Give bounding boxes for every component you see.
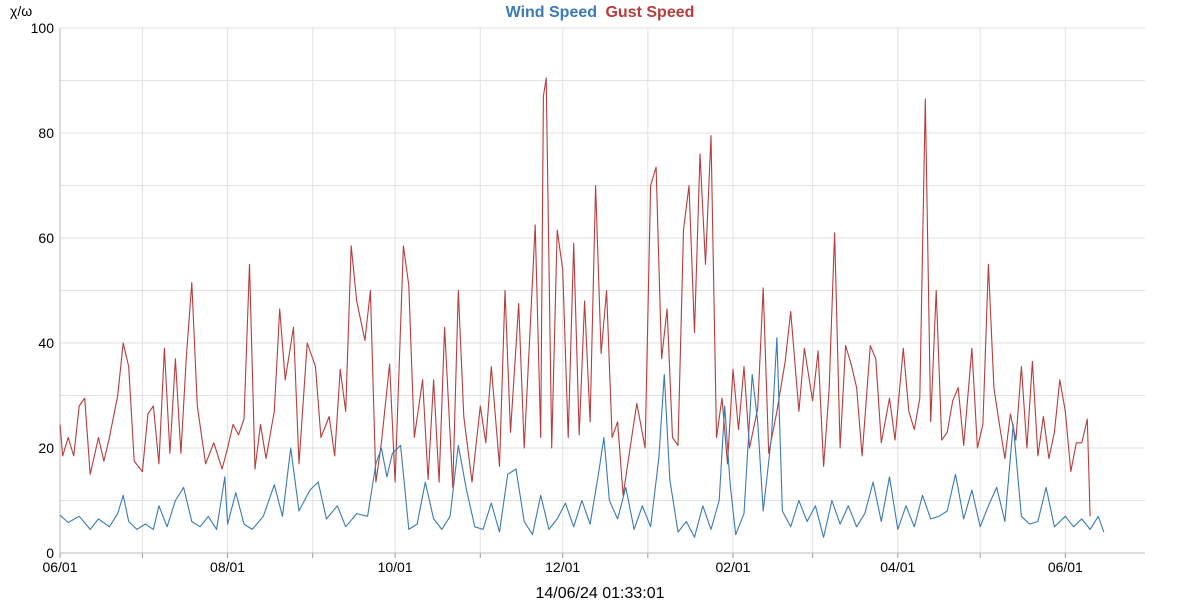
x-tick-label: 06/01 <box>42 559 77 575</box>
x-tick-label: 08/01 <box>210 559 245 575</box>
legend-gust-speed[interactable]: Gust Speed <box>605 4 694 21</box>
tick-labels: 0 20 40 60 80 100 06/01 08/01 10/01 12/01 02/01 04/… <box>31 20 1083 575</box>
y-tick-label: 80 <box>38 125 54 141</box>
series-layer <box>59 77 1105 538</box>
y-axis-label: χ/ω <box>10 3 32 19</box>
y-tick-label: 100 <box>31 20 55 36</box>
legend-wind-speed[interactable]: Wind Speed <box>506 4 597 21</box>
y-tick-label: 0 <box>46 545 54 561</box>
legend: Wind Speed Gust Speed <box>506 4 695 21</box>
series-line-gust-speed[interactable] <box>59 77 1091 517</box>
x-tick-label: 06/01 <box>1048 559 1083 575</box>
x-tick-label: 02/01 <box>715 559 750 575</box>
x-tick-label: 12/01 <box>545 559 580 575</box>
series-line-wind-speed[interactable] <box>59 337 1105 538</box>
y-tick-label: 20 <box>38 440 54 456</box>
x-tick-label: 10/01 <box>378 559 413 575</box>
y-tick-label: 60 <box>38 230 54 246</box>
axes <box>59 28 1145 554</box>
gridlines <box>59 27 1145 558</box>
footer-timestamp: 14/06/24 01:33:01 <box>535 585 664 600</box>
x-tick-label: 04/01 <box>880 559 915 575</box>
y-tick-label: 40 <box>38 335 54 351</box>
